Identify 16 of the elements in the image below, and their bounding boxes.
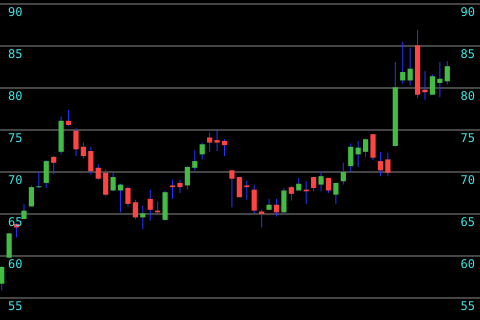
y-tick-label: 85 [8, 47, 22, 61]
y2-tick-label: 85 [460, 47, 475, 61]
y-tick-label: 70 [8, 173, 22, 187]
y-tick-label: 60 [8, 257, 22, 271]
y2-tick-label: 65 [460, 215, 475, 229]
y2-tick-label: 80 [460, 89, 475, 103]
y2-tick-label: 90 [460, 5, 475, 19]
y2-tick-label: 60 [460, 257, 475, 271]
y2-tick-label: 70 [460, 173, 475, 187]
y-tick-label: 90 [8, 5, 22, 19]
y-tick-label: 75 [8, 131, 22, 145]
y-tick-label: 65 [8, 215, 22, 229]
y-tick-label: 55 [8, 299, 22, 313]
y-tick-label: 80 [8, 89, 22, 103]
y2-tick-label: 55 [460, 299, 475, 313]
y2-tick-label: 75 [460, 131, 475, 145]
